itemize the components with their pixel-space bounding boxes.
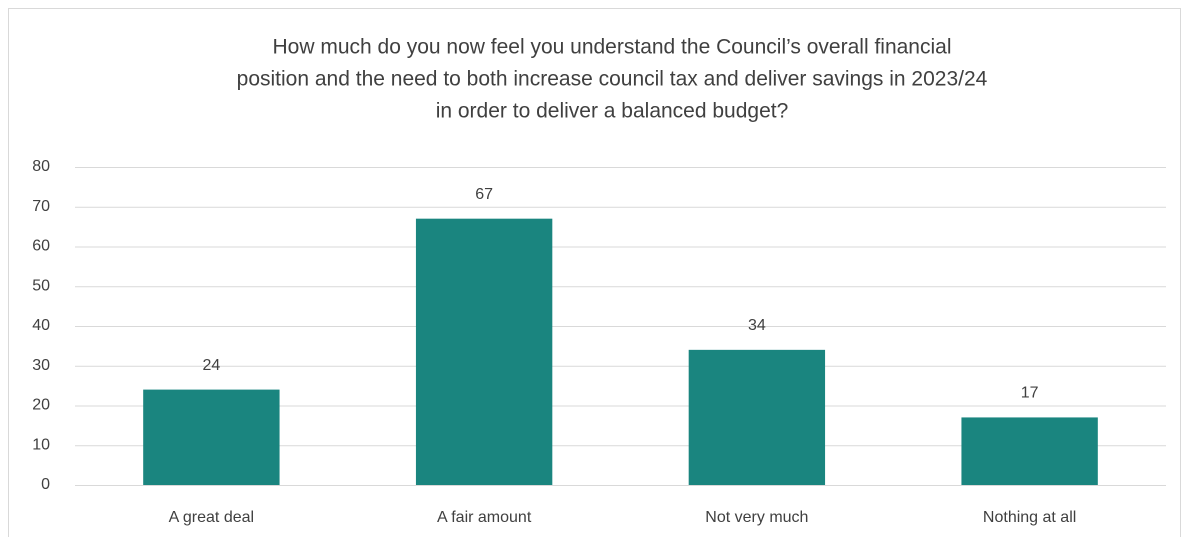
- y-tick-label: 40: [32, 317, 50, 334]
- y-tick-label: 0: [41, 476, 50, 493]
- data-label: 17: [1021, 385, 1039, 402]
- data-label: 34: [748, 317, 766, 334]
- y-tick-label: 30: [32, 357, 50, 374]
- y-tick-label: 20: [32, 397, 50, 414]
- chart-title: in order to deliver a balanced budget?: [436, 100, 789, 123]
- data-label: 67: [475, 186, 493, 203]
- x-tick-label: Not very much: [705, 509, 808, 526]
- bar: [961, 417, 1098, 485]
- bar: [143, 389, 280, 485]
- x-tick-label: Nothing at all: [983, 509, 1076, 526]
- y-tick-label: 80: [32, 158, 50, 175]
- chart-title: How much do you now feel you understand …: [272, 36, 951, 59]
- y-tick-label: 10: [32, 436, 50, 453]
- y-tick-label: 50: [32, 277, 50, 294]
- chart-title: position and the need to both increase c…: [237, 68, 988, 91]
- data-label: 24: [202, 357, 220, 374]
- y-tick-label: 70: [32, 198, 50, 215]
- y-tick-label: 60: [32, 238, 50, 255]
- bar: [688, 349, 826, 485]
- x-tick-label: A fair amount: [437, 509, 532, 526]
- bar: [415, 218, 553, 486]
- x-tick-label: A great deal: [169, 509, 254, 526]
